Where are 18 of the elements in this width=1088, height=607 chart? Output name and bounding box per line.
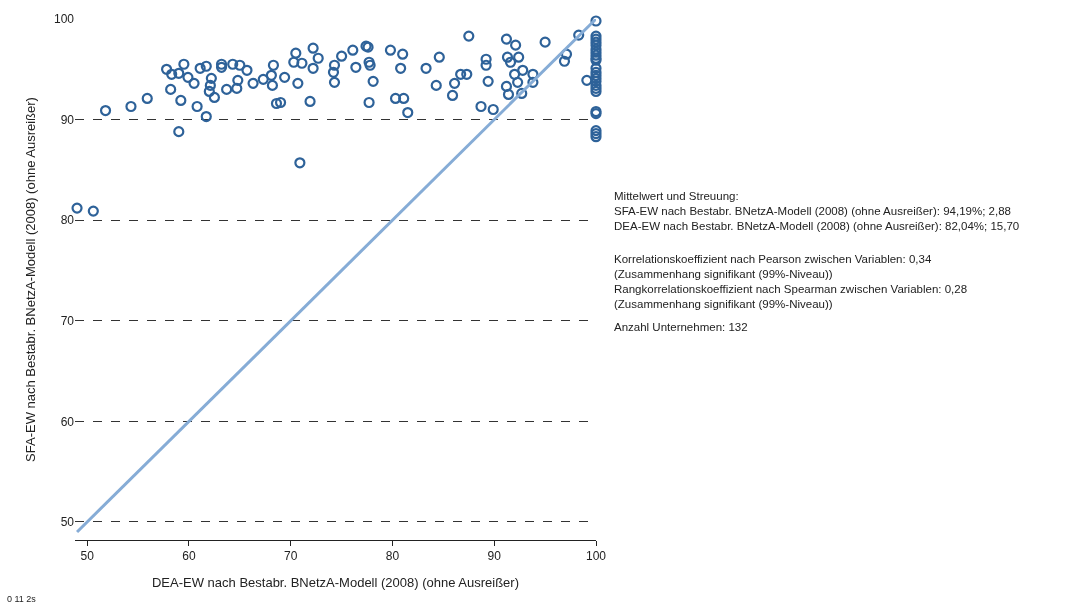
text: Korrelationskoeffizient nach Pearson zwischen Variablen: 0,34 (Zusammenhang signifikant (99%-Niveau)) Rangkorrelationskoeffizient nach Spearman zwischen Variablen: 0,28 (Zusammenhang signifikant (99%-Niveau)) [614,253,968,310]
text: 0 11 2s [7,594,37,604]
y-tick-label: 100 [53,12,75,27]
y-axis-title: SFA-EW nach Bestabr. BNetzA-Modell (2008) (ohne Ausreißer) [22,97,38,462]
x-tick-label: 80 [385,549,400,564]
y-tick-label: 50 [60,515,75,530]
y-tick-label: 60 [60,414,75,429]
text: Mittelwert und Streuung: SFA-EW nach Bestabr. BNetzA-Modell (2008) (ohne Ausreißer): 94,19%; 2,88 DEA-EW nach Bestabr. BNetzA-Modell (2008) (ohne Ausreißer): 82,04%; 15,70 [614,190,1020,232]
x-axis-title: DEA-EW nach Bestabr. BNetzA-Modell (2008) (ohne Ausreißer) [151,575,520,590]
y-tick-label: 90 [60,112,75,127]
y-tick-label: 80 [60,213,75,228]
text: Anzahl Unternehmen: 132 [614,321,748,333]
x-tick-label: 90 [487,549,502,564]
x-tick-label: 60 [182,549,196,564]
x-tick-label: 100 [585,549,607,564]
y-tick-label: 70 [60,313,75,328]
x-tick-label: 70 [284,549,298,564]
x-tick-label: 50 [80,549,95,564]
